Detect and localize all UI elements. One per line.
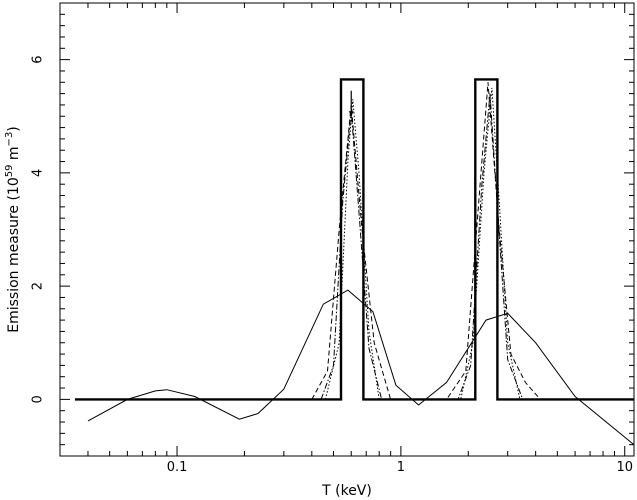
y-axis-label: Emission measure (1059 m−3): [4, 126, 22, 333]
plot-frame: [59, 2, 635, 457]
series-line-dash-dot: [320, 93, 524, 400]
axis-tick-labels: 0.1 1 10 0 2 4 6: [31, 55, 634, 475]
y-axis-label-exponent-1: 59: [4, 165, 15, 178]
axis-ticks: [60, 3, 634, 456]
peak-arrow-head: [348, 111, 354, 117]
series-line-thick-solid: [75, 78, 634, 401]
y-axis-label-main: Emission measure (10: [6, 177, 22, 333]
y-axis-label-close: ): [6, 126, 22, 131]
plot-marks: [75, 78, 635, 446]
x-tick-label: 0.1: [167, 460, 188, 475]
series-line-thin-solid: [87, 289, 635, 446]
y-axis-label-unit: m: [6, 146, 22, 164]
y-tick-label: 2: [31, 282, 46, 290]
x-axis-label: T (keV): [321, 483, 372, 499]
x-tick-label: 10: [616, 460, 633, 475]
y-tick-label: 4: [31, 169, 46, 177]
y-axis-label-exponent-2: −3: [4, 132, 15, 147]
x-tick-label: 1: [397, 460, 405, 475]
y-tick-label: 0: [31, 395, 46, 403]
y-tick-label: 6: [31, 55, 46, 63]
series-line-dashed: [311, 82, 541, 400]
series-line-dotted: [324, 87, 521, 400]
